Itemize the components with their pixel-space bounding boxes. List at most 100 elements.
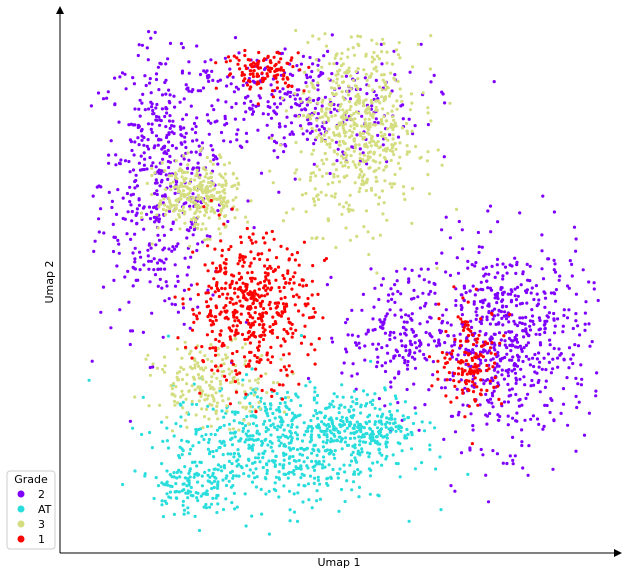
data-point	[389, 380, 393, 384]
data-point	[190, 171, 194, 175]
data-point	[257, 400, 261, 405]
data-point	[150, 164, 154, 168]
data-point	[392, 421, 396, 426]
data-point	[505, 271, 509, 275]
data-point	[288, 277, 292, 281]
data-point	[219, 329, 223, 333]
data-point	[587, 280, 591, 284]
data-point	[397, 353, 401, 358]
data-point	[194, 432, 198, 436]
data-point	[337, 108, 341, 112]
data-point	[211, 346, 215, 350]
data-point	[547, 360, 552, 364]
data-point	[362, 160, 366, 164]
data-point	[495, 294, 499, 298]
y-axis-arrow-icon	[56, 6, 64, 14]
data-point	[495, 452, 499, 456]
data-point	[406, 132, 410, 136]
data-point	[147, 30, 151, 34]
data-point	[224, 353, 228, 357]
data-point	[508, 312, 512, 316]
data-point	[123, 72, 127, 76]
data-point	[270, 136, 274, 141]
data-point	[179, 470, 183, 474]
data-point	[351, 450, 355, 454]
data-point	[167, 132, 171, 136]
data-point	[291, 275, 295, 279]
data-point	[218, 333, 222, 337]
data-point	[402, 192, 406, 196]
data-point	[482, 274, 486, 278]
data-point	[168, 41, 173, 46]
data-point	[368, 474, 373, 478]
data-point	[327, 136, 331, 140]
data-point	[203, 213, 207, 217]
data-point	[574, 312, 578, 316]
data-point	[405, 152, 409, 156]
data-point	[353, 117, 357, 121]
data-point	[380, 453, 384, 457]
data-point	[393, 417, 397, 421]
data-point	[277, 190, 281, 194]
data-point	[310, 81, 314, 85]
data-point	[232, 90, 236, 94]
data-point	[365, 402, 369, 406]
data-point	[295, 293, 299, 297]
data-point	[189, 485, 193, 490]
data-point	[151, 108, 155, 113]
data-point	[334, 245, 338, 250]
data-point	[383, 369, 388, 374]
data-point	[211, 496, 215, 500]
data-point	[204, 168, 208, 172]
data-point	[208, 475, 212, 479]
data-point	[351, 426, 355, 430]
data-point	[578, 333, 582, 337]
data-point	[268, 330, 273, 334]
data-point	[336, 472, 340, 476]
data-point	[187, 60, 191, 64]
data-point	[190, 399, 194, 404]
data-point	[566, 423, 570, 427]
data-point	[134, 173, 138, 177]
data-point	[427, 388, 431, 392]
data-point	[282, 428, 286, 432]
data-point	[265, 292, 269, 296]
data-point	[284, 452, 288, 456]
data-point	[396, 441, 400, 445]
data-point	[549, 397, 553, 401]
data-point	[311, 98, 316, 103]
data-point	[426, 267, 430, 271]
data-point	[288, 519, 292, 523]
data-point	[496, 271, 500, 275]
data-point	[293, 92, 297, 96]
data-point	[287, 281, 291, 285]
data-point	[188, 181, 192, 185]
data-point	[303, 302, 307, 306]
data-point	[334, 73, 338, 77]
data-point	[381, 122, 385, 126]
data-point	[311, 465, 315, 469]
data-point	[441, 92, 445, 96]
data-point	[231, 362, 235, 366]
data-point	[339, 102, 343, 106]
data-point	[565, 376, 569, 380]
data-point	[268, 418, 272, 423]
data-point	[207, 132, 211, 136]
data-point	[271, 449, 275, 453]
data-point	[248, 341, 252, 345]
data-point	[157, 88, 161, 92]
data-point	[456, 315, 460, 319]
data-point	[524, 354, 529, 359]
data-point	[196, 480, 200, 484]
data-point	[338, 423, 342, 427]
data-point	[408, 70, 412, 74]
data-point	[381, 37, 385, 41]
data-point	[332, 107, 337, 111]
data-point	[249, 386, 253, 390]
data-point	[225, 404, 229, 408]
data-point	[223, 287, 227, 291]
data-point	[440, 251, 444, 255]
data-point	[289, 105, 293, 109]
data-point	[491, 405, 495, 409]
data-point	[209, 286, 214, 290]
